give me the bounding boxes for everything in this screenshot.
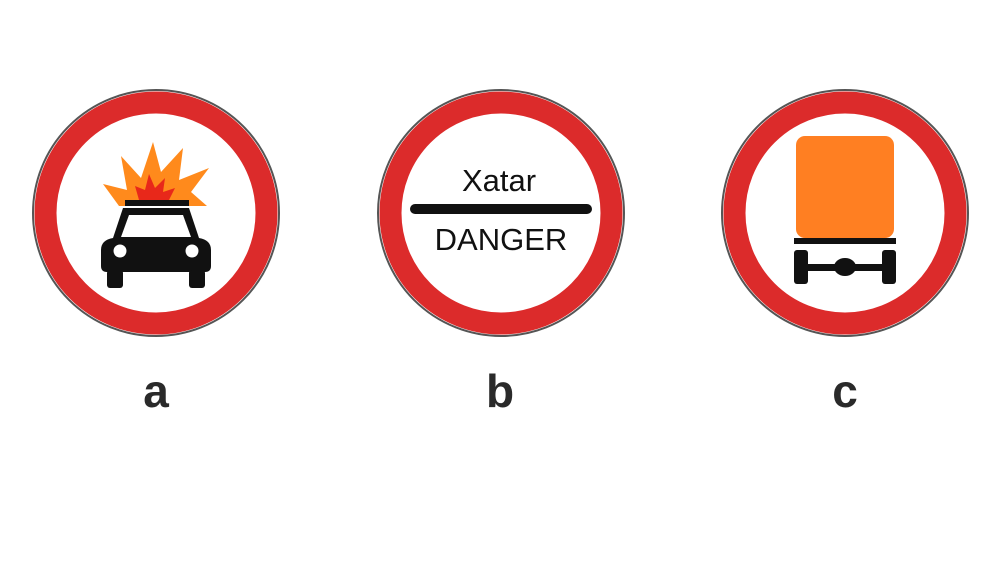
red-ring bbox=[379, 91, 623, 335]
car-headlight-right bbox=[185, 244, 199, 258]
cargo-box-icon bbox=[796, 136, 894, 238]
sign-c bbox=[720, 88, 970, 338]
sign-a bbox=[31, 88, 281, 338]
sign-a-graphic bbox=[32, 89, 280, 337]
label-b: b bbox=[485, 365, 515, 417]
truck-wheel-right bbox=[882, 250, 896, 284]
truck-differential bbox=[834, 258, 856, 276]
truck-wheel-left bbox=[794, 250, 808, 284]
explosion-outer-icon bbox=[103, 142, 209, 206]
danger-bar bbox=[410, 204, 592, 214]
truck-chassis bbox=[794, 238, 896, 244]
car-wheel-right bbox=[189, 270, 205, 288]
explosion-inner-icon bbox=[135, 174, 175, 200]
car-roof-rack bbox=[125, 200, 189, 206]
car-headlight-left bbox=[113, 244, 127, 258]
car-wheel-left bbox=[107, 270, 123, 288]
red-ring bbox=[34, 91, 278, 335]
danger-bar-icon: Xatar DANGER bbox=[410, 163, 592, 257]
sign-text-danger: DANGER bbox=[435, 222, 568, 257]
sign-b: Xatar DANGER bbox=[376, 88, 626, 338]
car-carrying-explosives-icon bbox=[101, 142, 211, 288]
car-windshield bbox=[121, 215, 191, 237]
sign-b-graphic: Xatar DANGER bbox=[377, 89, 625, 337]
red-ring bbox=[723, 91, 967, 335]
truck-dangerous-goods-icon bbox=[794, 136, 896, 284]
label-a: a bbox=[143, 365, 169, 417]
sign-c-graphic bbox=[721, 89, 969, 337]
label-c: c bbox=[832, 365, 858, 417]
sign-text-xatar: Xatar bbox=[462, 163, 536, 198]
